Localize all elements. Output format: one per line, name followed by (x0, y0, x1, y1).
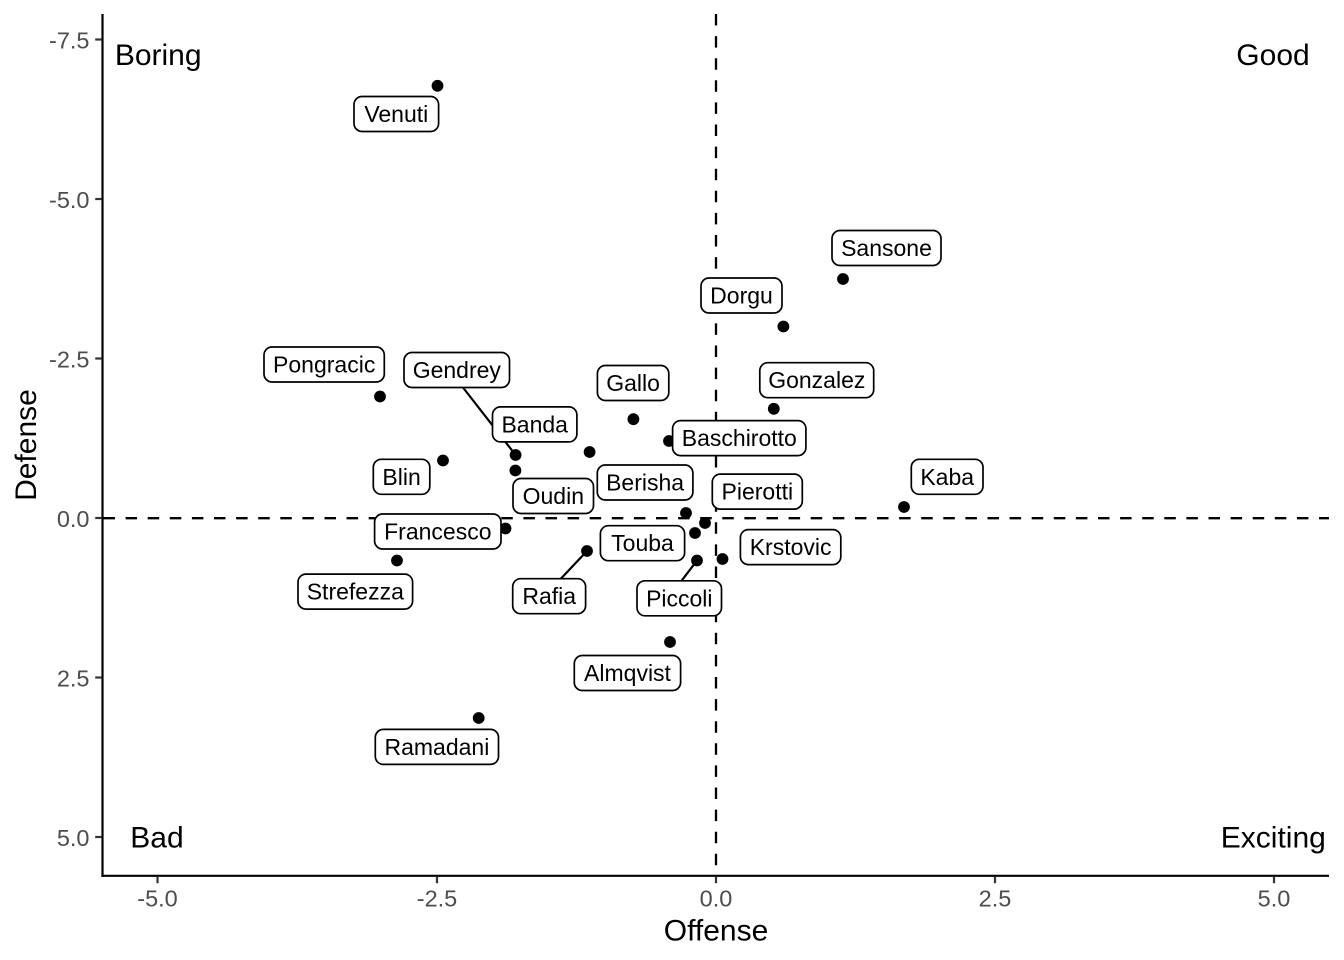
svg-text:2.5: 2.5 (57, 666, 90, 692)
svg-text:-2.5: -2.5 (49, 347, 90, 373)
svg-text:Ramadani: Ramadani (384, 734, 489, 760)
svg-text:Francesco: Francesco (384, 519, 491, 545)
svg-text:Dorgu: Dorgu (710, 283, 773, 309)
svg-text:Exciting: Exciting (1221, 822, 1326, 855)
svg-text:2.5: 2.5 (979, 885, 1012, 911)
svg-text:Banda: Banda (501, 411, 568, 437)
svg-text:-2.5: -2.5 (417, 885, 458, 911)
svg-text:Gonzalez: Gonzalez (768, 367, 865, 393)
svg-text:-5.0: -5.0 (49, 187, 90, 213)
svg-text:Piccoli: Piccoli (646, 585, 712, 611)
svg-text:Good: Good (1236, 39, 1309, 72)
svg-text:Sansone: Sansone (841, 235, 932, 261)
svg-text:-7.5: -7.5 (49, 28, 90, 54)
svg-text:Gallo: Gallo (606, 370, 660, 396)
svg-text:-5.0: -5.0 (137, 885, 178, 911)
svg-text:Blin: Blin (382, 464, 420, 490)
svg-text:Venuti: Venuti (364, 101, 428, 127)
svg-text:Baschirotto: Baschirotto (682, 425, 797, 451)
svg-text:Bad: Bad (130, 822, 183, 855)
svg-text:5.0: 5.0 (1258, 885, 1291, 911)
svg-text:5.0: 5.0 (57, 825, 90, 851)
svg-text:Touba: Touba (611, 530, 674, 556)
svg-text:Boring: Boring (115, 39, 202, 72)
svg-text:Rafia: Rafia (522, 583, 576, 609)
svg-text:Oudin: Oudin (523, 483, 584, 509)
svg-text:Berisha: Berisha (606, 470, 684, 496)
svg-text:Gendrey: Gendrey (413, 357, 502, 383)
svg-text:Defense: Defense (10, 389, 43, 501)
svg-text:Offense: Offense (664, 915, 769, 948)
svg-text:Kaba: Kaba (920, 464, 974, 490)
svg-text:Almqvist: Almqvist (584, 660, 672, 686)
svg-text:Pongracic: Pongracic (273, 352, 375, 378)
svg-text:Krstovic: Krstovic (750, 534, 832, 560)
svg-text:Strefezza: Strefezza (307, 579, 404, 605)
svg-text:0.0: 0.0 (700, 885, 733, 911)
svg-text:Pierotti: Pierotti (722, 479, 794, 505)
svg-text:0.0: 0.0 (57, 506, 90, 532)
